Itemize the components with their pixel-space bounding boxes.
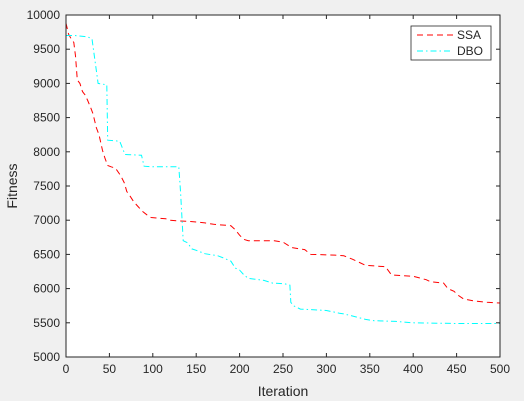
x-tick-label: 300	[316, 362, 336, 376]
y-tick-label: 8000	[33, 145, 60, 159]
plot-frame	[65, 14, 501, 358]
y-tick-label: 5000	[33, 350, 60, 364]
y-tick-label: 6500	[33, 247, 60, 261]
tick-layer: 0 50 100 150 200 250 300 350 400 450 500 5000 5500 60…	[27, 8, 511, 376]
x-tick-label: 200	[230, 362, 250, 376]
plot-area	[66, 15, 500, 357]
y-tick-label: 5500	[33, 316, 60, 330]
legend-label-dbo: DBO	[457, 44, 483, 58]
y-tick-label: 6000	[33, 282, 60, 296]
y-tick-label: 8500	[33, 111, 60, 125]
y-tick-label: 9500	[33, 42, 60, 56]
x-tick-label: 450	[447, 362, 467, 376]
x-tick-label: 150	[186, 362, 206, 376]
y-tick-label: 7000	[33, 213, 60, 227]
series-layer	[65, 23, 501, 324]
x-tick-label: 500	[490, 362, 510, 376]
y-axis-label: Fitness	[4, 163, 20, 208]
x-tick-label: 400	[403, 362, 423, 376]
legend-label-ssa: SSA	[457, 28, 481, 42]
x-tick-label: 350	[360, 362, 380, 376]
y-tick-label: 10000	[27, 8, 61, 22]
y-tick-label: 7500	[33, 179, 60, 193]
y-tick-label: 9000	[33, 76, 60, 90]
x-tick-label: 50	[103, 362, 117, 376]
x-axis-label: Iteration	[258, 383, 309, 399]
series-line-ssa	[65, 23, 501, 304]
legend-box	[410, 25, 492, 61]
x-tick-label: 0	[63, 362, 70, 376]
legend: SSA DBO	[410, 25, 492, 61]
x-tick-label: 100	[143, 362, 163, 376]
x-tick-label: 250	[273, 362, 293, 376]
series-line-dbo	[66, 35, 500, 324]
